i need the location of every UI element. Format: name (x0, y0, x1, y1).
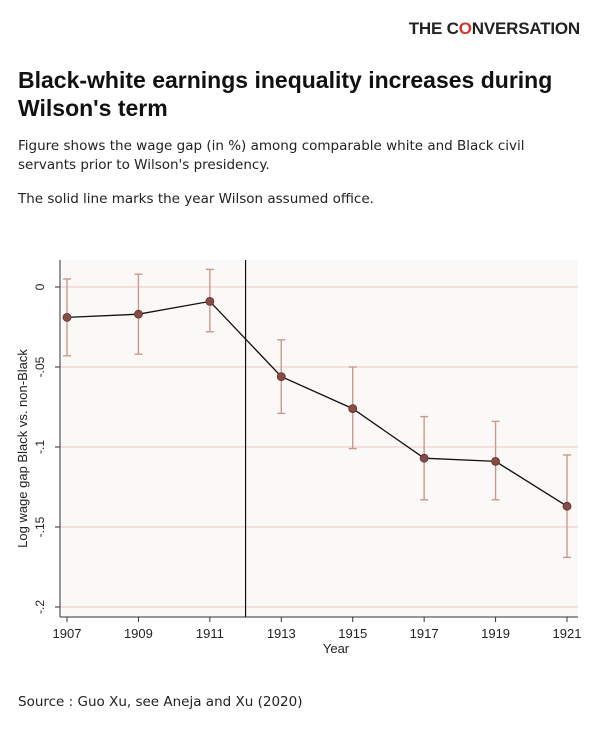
data-point (491, 456, 500, 466)
data-point (62, 313, 72, 322)
line-chart: 0 -.05 -.1 -.15 -.2 1907 1909 1911 1913 1915 1917 1… (15, 260, 582, 656)
series-line (66, 300, 568, 507)
y-tick-label: 0 (33, 283, 47, 290)
x-tick-label: 1913 (267, 626, 296, 641)
x-tick-label: 1907 (53, 626, 82, 641)
source-note: Source : Guo Xu, see Aneja and Xu (2020) (18, 694, 303, 710)
page-title: Black-white earnings inequality increase… (18, 67, 553, 121)
data-point (562, 501, 572, 511)
y-axis-label: Log wage gap Black vs. non-Black (15, 349, 30, 548)
brand-logo-ring: O (458, 19, 472, 38)
x-tick-label: 1921 (553, 626, 582, 641)
plot-area (60, 260, 578, 617)
y-tick-label: -.15 (33, 516, 47, 537)
chart-note: The solid line marks the year Wilson ass… (18, 191, 374, 207)
chart-container: 0 -.05 -.1 -.15 -.2 1907 1909 1911 1913 1915 1917 1… (0, 250, 600, 670)
x-tick-label: 1917 (410, 626, 439, 641)
chart-description: Figure shows the wage gap (in %) among c… (18, 138, 525, 173)
x-tick-label: 1911 (196, 626, 224, 641)
data-point (419, 453, 429, 463)
x-tick-label: 1915 (338, 626, 367, 641)
y-tick-label: -.1 (33, 440, 47, 454)
y-tick-label: -.2 (33, 600, 47, 614)
x-tick-label: 1909 (124, 626, 153, 641)
data-point (276, 372, 286, 381)
data-point (348, 404, 358, 414)
x-axis-label: Year (323, 641, 350, 656)
brand-logo: THE CONVERSATION (408, 19, 580, 38)
data-point (205, 297, 215, 306)
x-tick-label: 1919 (481, 626, 510, 641)
y-tick-label: -.05 (33, 356, 47, 377)
data-point (134, 309, 143, 319)
